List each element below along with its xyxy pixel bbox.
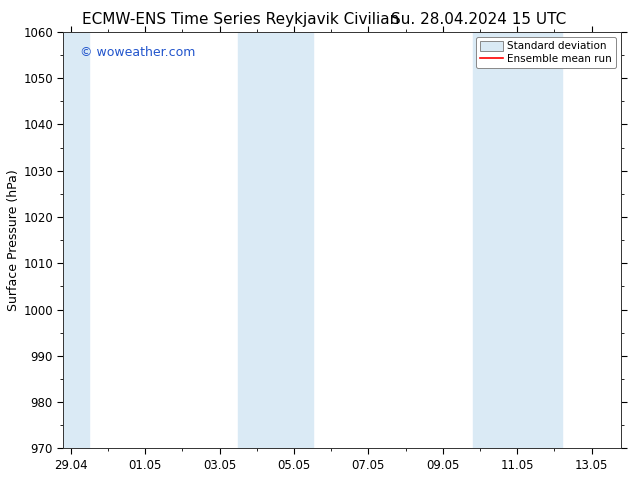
Bar [238, 32, 313, 448]
Y-axis label: Surface Pressure (hPa): Surface Pressure (hPa) [8, 169, 20, 311]
Text: ECMW-ENS Time Series Reykjavik Civilian: ECMW-ENS Time Series Reykjavik Civilian [82, 12, 399, 27]
Bar [472, 32, 562, 448]
Text: © woweather.com: © woweather.com [80, 47, 195, 59]
Legend: Standard deviation, Ensemble mean run: Standard deviation, Ensemble mean run [476, 37, 616, 69]
Bar [63, 32, 89, 448]
Text: Su. 28.04.2024 15 UTC: Su. 28.04.2024 15 UTC [391, 12, 566, 27]
